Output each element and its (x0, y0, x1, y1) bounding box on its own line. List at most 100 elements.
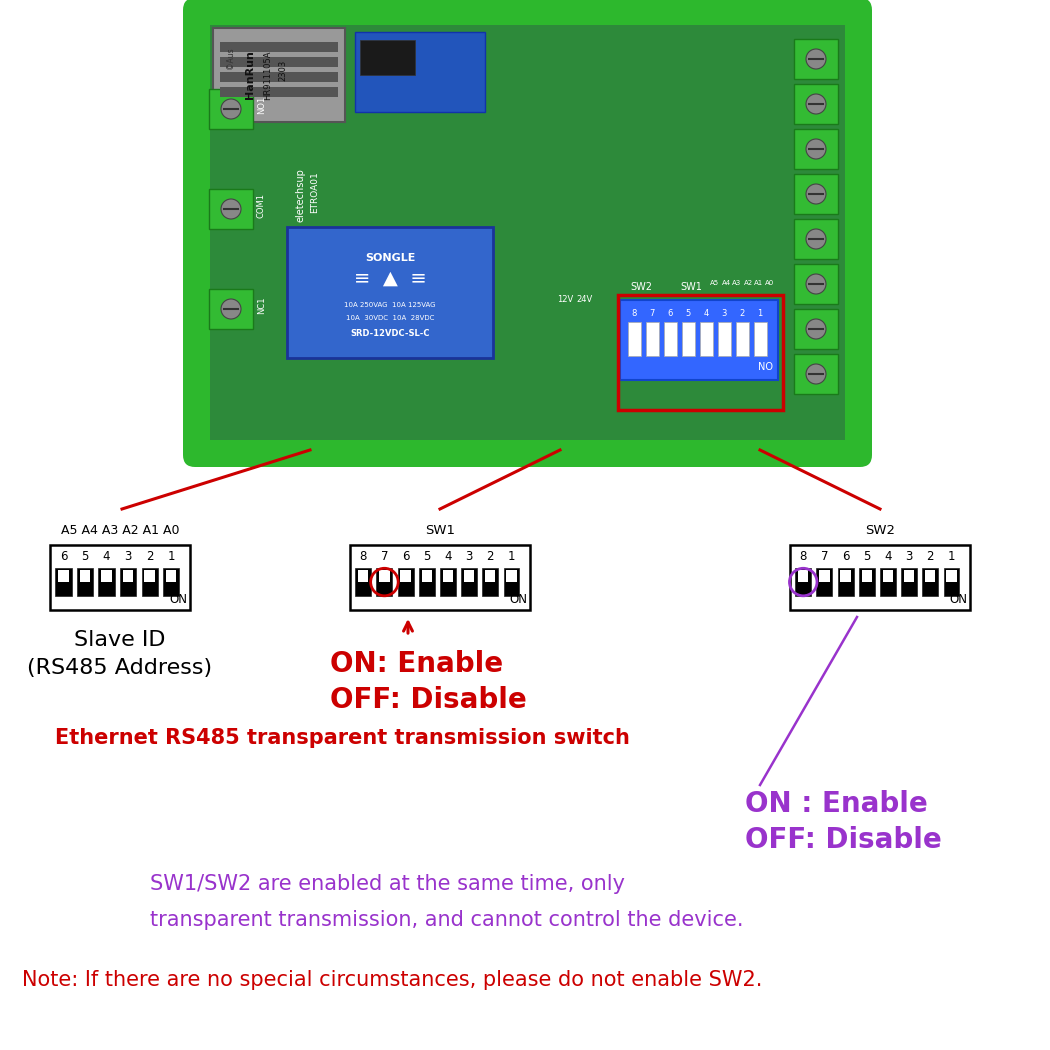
Text: ON: ON (169, 593, 187, 606)
Text: 6: 6 (402, 550, 410, 563)
Text: 4: 4 (103, 550, 110, 563)
Bar (422, 570, 432, 582)
Bar (700, 322, 713, 356)
Bar (419, 568, 435, 596)
FancyBboxPatch shape (794, 264, 838, 304)
FancyBboxPatch shape (209, 89, 253, 129)
Bar (123, 570, 133, 582)
Bar (443, 570, 454, 582)
FancyBboxPatch shape (794, 39, 838, 79)
Bar (358, 570, 369, 582)
Text: SONGLE: SONGLE (364, 253, 415, 262)
Bar (718, 322, 731, 356)
Text: 7: 7 (821, 550, 828, 563)
Bar (461, 568, 477, 596)
Bar (646, 322, 659, 356)
Bar (904, 570, 915, 582)
Text: OFF: Disable: OFF: Disable (746, 826, 942, 854)
Bar (880, 568, 896, 596)
Text: ON: Enable: ON: Enable (330, 650, 503, 678)
Text: Note: If there are no special circumstances, please do not enable SW2.: Note: If there are no special circumstan… (22, 970, 762, 990)
Bar (840, 570, 850, 582)
Text: 2: 2 (146, 550, 153, 563)
Bar (355, 32, 485, 112)
Bar (944, 568, 960, 596)
Bar (80, 570, 90, 582)
Bar (618, 295, 783, 410)
Text: 6: 6 (668, 310, 673, 318)
Text: Slave ID: Slave ID (75, 630, 166, 650)
Text: A5: A5 (711, 280, 719, 286)
Bar (922, 568, 939, 596)
Bar (736, 322, 749, 356)
Bar (838, 568, 854, 596)
FancyBboxPatch shape (794, 219, 838, 259)
Bar (379, 570, 390, 582)
Circle shape (806, 319, 826, 339)
Bar (163, 568, 180, 596)
Text: 6: 6 (842, 550, 849, 563)
Bar (166, 570, 176, 582)
Text: 3: 3 (721, 310, 727, 318)
Bar (485, 570, 496, 582)
Circle shape (806, 49, 826, 69)
Circle shape (220, 299, 242, 319)
Bar (377, 568, 393, 596)
Text: SW2: SW2 (630, 282, 652, 292)
FancyBboxPatch shape (287, 227, 494, 358)
Text: HR911105A: HR911105A (264, 50, 273, 100)
Circle shape (806, 184, 826, 204)
Bar (440, 568, 456, 596)
Text: 5: 5 (863, 550, 870, 563)
Text: NO: NO (758, 362, 773, 372)
Bar (350, 545, 530, 610)
Text: 1: 1 (948, 550, 956, 563)
FancyBboxPatch shape (183, 0, 872, 467)
Text: SW1: SW1 (425, 524, 455, 537)
Bar (50, 545, 190, 610)
Text: transparent transmission, and cannot control the device.: transparent transmission, and cannot con… (150, 910, 743, 930)
Bar (220, 42, 338, 52)
Text: ≡  ▲  ≡: ≡ ▲ ≡ (354, 269, 426, 288)
Bar (220, 57, 338, 67)
Bar (220, 72, 338, 82)
Text: 1: 1 (167, 550, 175, 563)
Circle shape (806, 94, 826, 114)
Bar (144, 570, 154, 582)
Text: SW1: SW1 (680, 282, 701, 292)
Text: Ethernet RS485 transparent transmission switch: Ethernet RS485 transparent transmission … (55, 728, 630, 748)
Bar (482, 568, 499, 596)
Bar (355, 568, 372, 596)
Text: A2: A2 (743, 280, 753, 286)
FancyBboxPatch shape (209, 189, 253, 229)
Bar (795, 568, 812, 596)
Bar (859, 568, 875, 596)
Text: 3: 3 (905, 550, 912, 563)
Text: eletechsup: eletechsup (295, 168, 304, 222)
Text: COM1: COM1 (257, 192, 266, 217)
FancyBboxPatch shape (213, 28, 345, 122)
Text: 4: 4 (884, 550, 891, 563)
Bar (790, 545, 970, 610)
Text: 3: 3 (465, 550, 472, 563)
Bar (817, 568, 833, 596)
Bar (360, 40, 415, 75)
Bar (210, 25, 845, 440)
Circle shape (220, 200, 242, 219)
Text: ETROA01: ETROA01 (311, 171, 319, 213)
Text: OFF: Disable: OFF: Disable (330, 686, 527, 714)
Bar (220, 87, 338, 97)
Bar (400, 570, 411, 582)
Bar (883, 570, 894, 582)
Bar (464, 570, 475, 582)
Text: HanRun: HanRun (245, 50, 255, 100)
Bar (504, 568, 520, 596)
Bar (506, 570, 517, 582)
Text: 2: 2 (739, 310, 744, 318)
Text: ON : Enable: ON : Enable (746, 790, 928, 818)
Bar (901, 568, 917, 596)
Bar (682, 322, 695, 356)
Text: 2303: 2303 (278, 60, 288, 81)
Bar (99, 568, 114, 596)
Text: 7: 7 (649, 310, 655, 318)
